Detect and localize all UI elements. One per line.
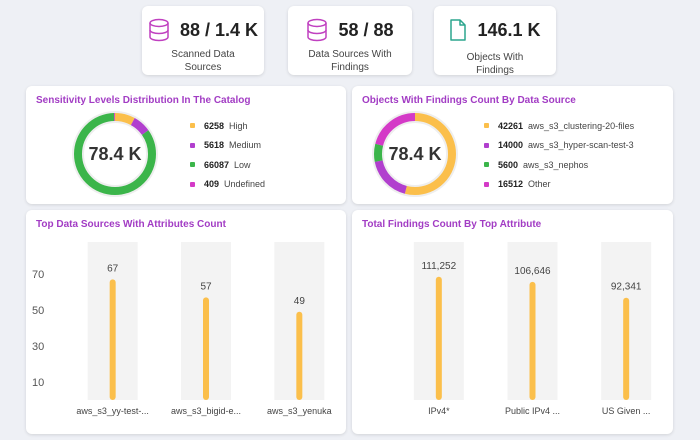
y-tick-label: 10 — [32, 377, 44, 389]
x-tick-label: US Given ... — [602, 406, 651, 416]
legend-swatch — [190, 181, 195, 187]
donut-slice-3[interactable] — [74, 113, 156, 195]
legend-item-medium[interactable]: 5618 Medium — [190, 136, 265, 156]
x-tick-label: IPv4* — [428, 406, 450, 416]
legend-label: aws_s3_clustering-20-files — [528, 120, 635, 131]
legend-swatch — [190, 142, 195, 148]
legend-label: Medium — [229, 140, 262, 151]
legend-swatch — [484, 162, 489, 168]
objects-by-data-source-panel: Objects With Findings Count By Data Sour… — [352, 86, 673, 204]
panel-title: Objects With Findings Count By Data Sour… — [362, 95, 576, 106]
legend-swatch — [190, 123, 195, 129]
legend-swatch — [484, 181, 489, 187]
x-tick-label: aws_s3_yy-test-... — [76, 406, 149, 416]
bar-value-label: 57 — [200, 281, 212, 292]
legend-label: Low — [234, 159, 251, 170]
legend-value: 5618 — [204, 140, 225, 151]
legend-value: 42261 — [498, 120, 524, 131]
legend-label: Undefined — [224, 179, 266, 190]
kpi-scanned-data-sources[interactable]: 88 / 1.4 K Scanned Data Sources — [142, 6, 264, 75]
legend-item-high[interactable]: 6258 High — [190, 116, 265, 136]
file-icon — [450, 19, 467, 41]
legend-item-source-1[interactable]: 42261 aws_s3_clustering-20-files — [484, 116, 634, 136]
bar-value-label: 106,646 — [514, 266, 551, 277]
legend-swatch — [484, 123, 489, 129]
kpi-value: 146.1 K — [477, 19, 541, 40]
y-tick-label: 30 — [32, 341, 44, 353]
objects-donut-chart — [372, 111, 458, 197]
legend-swatch — [190, 162, 195, 168]
legend-value: 16512 — [498, 179, 524, 190]
bar[interactable] — [203, 297, 209, 400]
sensitivity-legend: 6258 High 5618 Medium 66087 Low 409 Undefine… — [190, 116, 265, 194]
objects-legend: 42261 aws_s3_clustering-20-files 14000 aws… — [484, 116, 634, 194]
legend-item-source-2[interactable]: 14000 aws_s3_hyper-scan-test-3 — [484, 136, 634, 156]
legend-value: 409 — [204, 179, 220, 190]
findings-bar-chart: 111,252 IPv4* 106,646 Public IPv4 ... 92,341… — [413, 242, 652, 416]
kpi-data-sources-with-findings[interactable]: 58 / 88 Data Sources With Findings — [288, 6, 412, 75]
data-sources-bar-chart: 10 30 50 70 67 aws_s3_yy-test-... 57 aws_s3_big… — [32, 242, 332, 416]
sensitivity-donut-chart — [72, 111, 158, 197]
bar[interactable] — [435, 276, 442, 400]
x-tick-label: Public IPv4 ... — [505, 406, 560, 416]
legend-value: 6258 — [204, 120, 225, 131]
bar[interactable] — [109, 279, 116, 400]
y-tick-label: 70 — [32, 269, 44, 281]
legend-label: Other — [528, 179, 551, 190]
legend-item-other[interactable]: 16512 Other — [484, 175, 634, 195]
bar-value-label: 49 — [294, 296, 306, 307]
donut-center-value: 78.4 K — [388, 144, 442, 164]
kpi-objects-with-findings[interactable]: 146.1 K Objects With Findings — [434, 6, 556, 76]
x-tick-label: aws_s3_bigid-e... — [171, 406, 241, 416]
x-tick-label: aws_s3_yenuka — [267, 406, 332, 416]
donut-slice-4[interactable] — [374, 113, 456, 195]
donut-slice-3[interactable] — [374, 113, 456, 195]
kpi-value: 58 / 88 — [338, 19, 394, 40]
legend-label: aws_s3_hyper-scan-test-3 — [528, 140, 634, 151]
bar[interactable] — [296, 311, 303, 400]
kpi-label: Objects With Findings — [466, 52, 524, 76]
bar-value-label: 111,252 — [421, 261, 456, 272]
legend-value: 14000 — [498, 140, 524, 151]
legend-item-low[interactable]: 66087 Low — [190, 155, 265, 175]
legend-item-undefined[interactable]: 409 Undefined — [190, 175, 265, 195]
legend-item-source-3[interactable]: 5600 aws_s3_nephos — [484, 155, 634, 175]
bar[interactable] — [529, 281, 536, 400]
database-icon — [149, 18, 169, 42]
bar-value-label: 92,341 — [611, 282, 642, 293]
donut-slice-4[interactable] — [74, 113, 156, 195]
database-icon — [307, 18, 328, 42]
legend-value: 66087 — [204, 159, 230, 170]
bar[interactable] — [623, 297, 630, 400]
panel-title: Sensitivity Levels Distribution In The C… — [36, 95, 251, 106]
bar-value-label: 67 — [107, 263, 119, 274]
kpi-label: Scanned Data Sources — [171, 49, 235, 73]
legend-swatch — [484, 142, 489, 148]
legend-label: aws_s3_nephos — [523, 159, 589, 170]
legend-label: High — [229, 120, 248, 131]
sensitivity-distribution-panel: Sensitivity Levels Distribution In The C… — [26, 86, 346, 204]
top-data-sources-panel: Top Data Sources With Attributes Count 1… — [26, 210, 346, 434]
panel-title: Top Data Sources With Attributes Count — [36, 219, 226, 230]
y-tick-label: 50 — [32, 305, 44, 317]
top-attribute-findings-panel: Total Findings Count By Top Attribute 11… — [352, 210, 673, 434]
donut-center-value: 78.4 K — [88, 144, 142, 164]
panel-title: Total Findings Count By Top Attribute — [362, 219, 542, 230]
kpi-label: Data Sources With Findings — [308, 49, 392, 73]
legend-value: 5600 — [498, 159, 519, 170]
kpi-value: 88 / 1.4 K — [179, 19, 259, 40]
